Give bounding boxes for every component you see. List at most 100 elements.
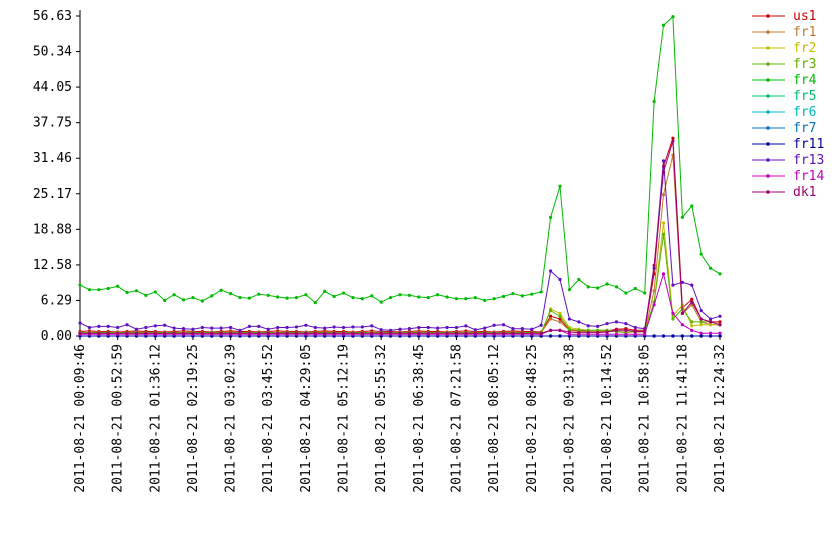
x-tick-label: 2011-08-21 12:24:32 (713, 344, 728, 493)
data-point (219, 326, 223, 330)
legend-marker (766, 46, 770, 50)
data-point (360, 297, 364, 301)
data-point (144, 293, 148, 297)
data-point (718, 323, 722, 327)
data-point (473, 295, 477, 300)
data-point (661, 221, 666, 225)
data-point (294, 325, 299, 329)
data-point (577, 328, 581, 332)
data-point (699, 323, 703, 327)
data-point (671, 15, 675, 19)
data-point (379, 328, 383, 332)
data-point (558, 328, 562, 332)
data-point (633, 332, 637, 336)
legend-label: fr4 (793, 73, 817, 88)
data-point (144, 325, 148, 330)
y-tick-label: 0.00 (41, 329, 72, 344)
data-point (379, 331, 383, 335)
x-tick-label: 2011-08-21 11:41:18 (675, 344, 690, 493)
data-point (426, 325, 430, 330)
data-point (548, 308, 553, 313)
y-tick-label: 37.75 (33, 116, 72, 131)
legend-label: fr14 (793, 169, 824, 184)
data-point (436, 331, 440, 335)
legend-label: us1 (793, 9, 816, 24)
data-point (294, 331, 299, 335)
data-point (379, 300, 383, 304)
data-point (116, 331, 120, 335)
data-point (388, 331, 393, 335)
data-point (276, 325, 280, 330)
data-point (548, 314, 553, 318)
legend-marker (766, 78, 770, 82)
data-point (520, 331, 524, 335)
data-point (134, 331, 139, 335)
data-point (548, 317, 553, 321)
data-point (398, 331, 402, 335)
data-point (690, 334, 694, 338)
data-point (426, 331, 430, 335)
data-point (586, 324, 590, 328)
data-point (172, 293, 176, 297)
data-point (492, 323, 496, 327)
series-line (79, 160, 721, 331)
data-point (558, 314, 562, 318)
data-point (210, 331, 214, 335)
data-point (718, 334, 722, 338)
legend-marker (766, 62, 770, 66)
data-point (407, 327, 412, 331)
data-point (238, 331, 242, 335)
data-point (125, 323, 129, 327)
data-point (643, 291, 647, 295)
data-point (219, 288, 223, 292)
data-point (445, 325, 449, 330)
data-point (407, 293, 412, 297)
data-point (266, 327, 270, 331)
data-point (643, 329, 647, 334)
data-point (97, 324, 101, 328)
data-point (690, 297, 694, 301)
data-point (680, 311, 684, 315)
data-point (699, 252, 703, 256)
data-point (614, 328, 619, 332)
data-point (661, 193, 666, 197)
data-point (690, 300, 694, 304)
data-point (144, 331, 148, 335)
data-point (567, 330, 572, 334)
data-point (153, 324, 157, 328)
data-point (228, 292, 233, 296)
x-tick-label: 2011-08-21 00:09:46 (73, 344, 88, 493)
data-point (718, 314, 722, 318)
data-point (633, 325, 637, 330)
data-point (163, 331, 167, 335)
x-tick-label: 2011-08-21 09:31:38 (562, 344, 577, 493)
data-point (464, 324, 468, 328)
x-tick-label: 2011-08-21 01:36:12 (148, 344, 163, 493)
data-point (699, 320, 703, 324)
data-point (78, 321, 82, 325)
data-point (351, 331, 355, 335)
data-point (153, 331, 157, 335)
data-point (360, 325, 364, 329)
legend-marker (766, 142, 770, 146)
data-point (483, 331, 487, 335)
data-point (78, 283, 82, 287)
x-tick-label: 2011-08-21 10:14:52 (600, 344, 615, 493)
x-tick-label: 2011-08-21 08:05:12 (487, 344, 502, 493)
data-point (567, 288, 572, 292)
data-point (304, 293, 308, 297)
data-point (718, 331, 722, 335)
legend-marker (766, 126, 770, 130)
data-point (661, 170, 666, 174)
data-point (87, 288, 92, 292)
data-point (266, 331, 270, 335)
legend-label: fr2 (793, 41, 816, 56)
data-point (586, 331, 590, 335)
data-point (699, 308, 703, 313)
data-point (436, 326, 440, 330)
data-point (87, 325, 92, 330)
legend-label: fr13 (793, 153, 824, 168)
data-point (323, 331, 327, 335)
series-line (80, 155, 720, 334)
